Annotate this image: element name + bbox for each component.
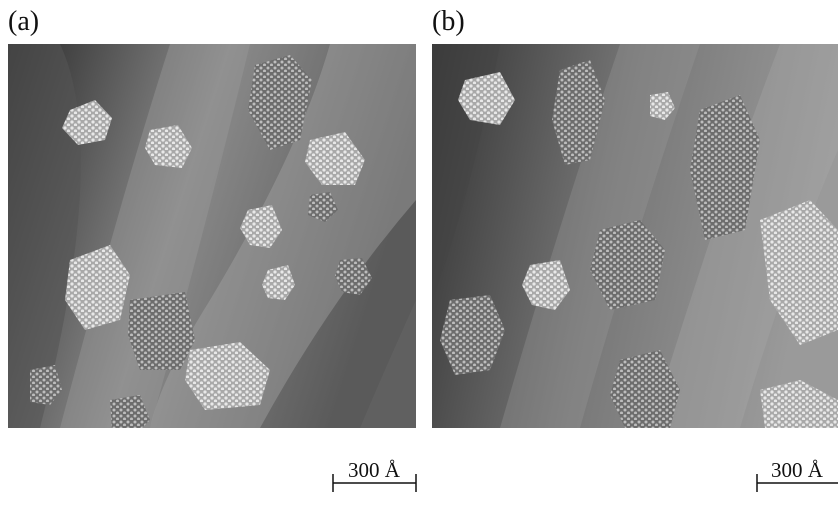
- scale-bar-label: 300 Å: [348, 458, 401, 482]
- scale-bar-label: 300 Å: [771, 458, 824, 482]
- stm-image-b: [432, 44, 838, 428]
- stm-image-a: [8, 44, 416, 430]
- panel-label: (b): [432, 6, 465, 37]
- figure: (a) (b) 300: [0, 0, 838, 504]
- panel-label: (a): [8, 6, 39, 37]
